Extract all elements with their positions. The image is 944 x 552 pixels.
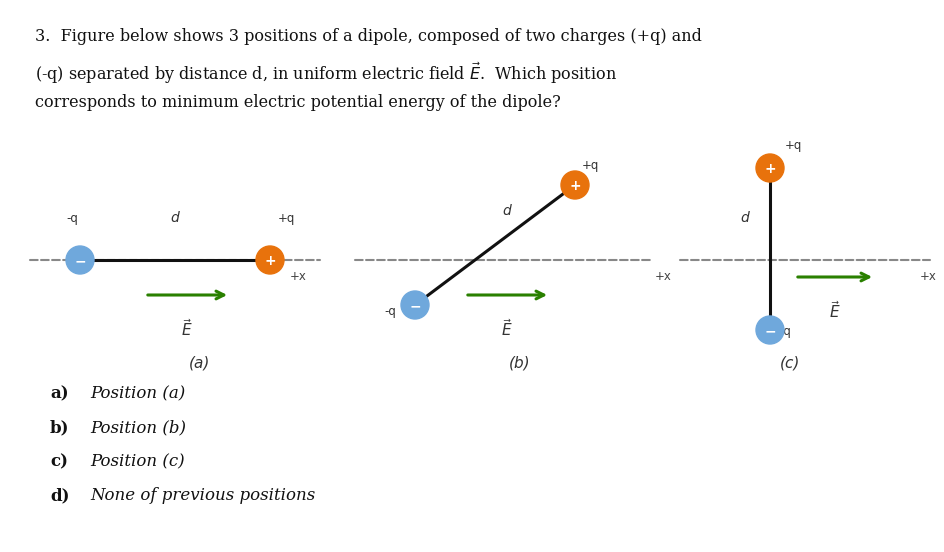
Text: +: + (264, 254, 276, 268)
Text: corresponds to minimum electric potential energy of the dipole?: corresponds to minimum electric potentia… (35, 94, 561, 111)
Text: 3.  Figure below shows 3 positions of a dipole, composed of two charges (+q) and: 3. Figure below shows 3 positions of a d… (35, 28, 702, 45)
Text: +: + (569, 179, 581, 193)
Circle shape (401, 291, 429, 319)
Text: None of previous positions: None of previous positions (90, 487, 315, 504)
Text: d: d (741, 211, 750, 225)
Circle shape (256, 246, 284, 274)
Text: +q: +q (582, 159, 599, 172)
Circle shape (756, 154, 784, 182)
Text: b): b) (50, 419, 70, 436)
Circle shape (66, 246, 94, 274)
Text: +q: +q (278, 212, 295, 225)
Text: d): d) (50, 487, 70, 504)
Text: Position (a): Position (a) (90, 385, 185, 402)
Text: Position (c): Position (c) (90, 453, 185, 470)
Text: (c): (c) (780, 355, 801, 370)
Text: d: d (171, 211, 179, 225)
Text: +x: +x (920, 270, 936, 283)
Text: $\vec{E}$: $\vec{E}$ (181, 318, 193, 339)
Text: −: − (409, 299, 421, 313)
Text: −: − (75, 254, 86, 268)
Text: +q: +q (785, 139, 802, 152)
Text: -q: -q (779, 325, 791, 338)
Text: (a): (a) (190, 355, 211, 370)
Text: -q: -q (384, 305, 396, 318)
Circle shape (561, 171, 589, 199)
Text: (b): (b) (509, 355, 531, 370)
Text: +: + (765, 162, 776, 176)
Text: −: − (765, 324, 776, 338)
Text: (-q) separated by distance d, in uniform electric field $\vec{E}$.  Which positi: (-q) separated by distance d, in uniform… (35, 61, 617, 86)
Text: d: d (502, 204, 512, 218)
Text: +x: +x (290, 270, 307, 283)
Text: +x: +x (655, 270, 672, 283)
Text: a): a) (50, 385, 69, 402)
Text: c): c) (50, 453, 68, 470)
Text: Position (b): Position (b) (90, 419, 186, 436)
Text: $\vec{E}$: $\vec{E}$ (501, 318, 513, 339)
Circle shape (756, 316, 784, 344)
Text: $\vec{E}$: $\vec{E}$ (829, 300, 841, 321)
Text: -q: -q (66, 212, 78, 225)
